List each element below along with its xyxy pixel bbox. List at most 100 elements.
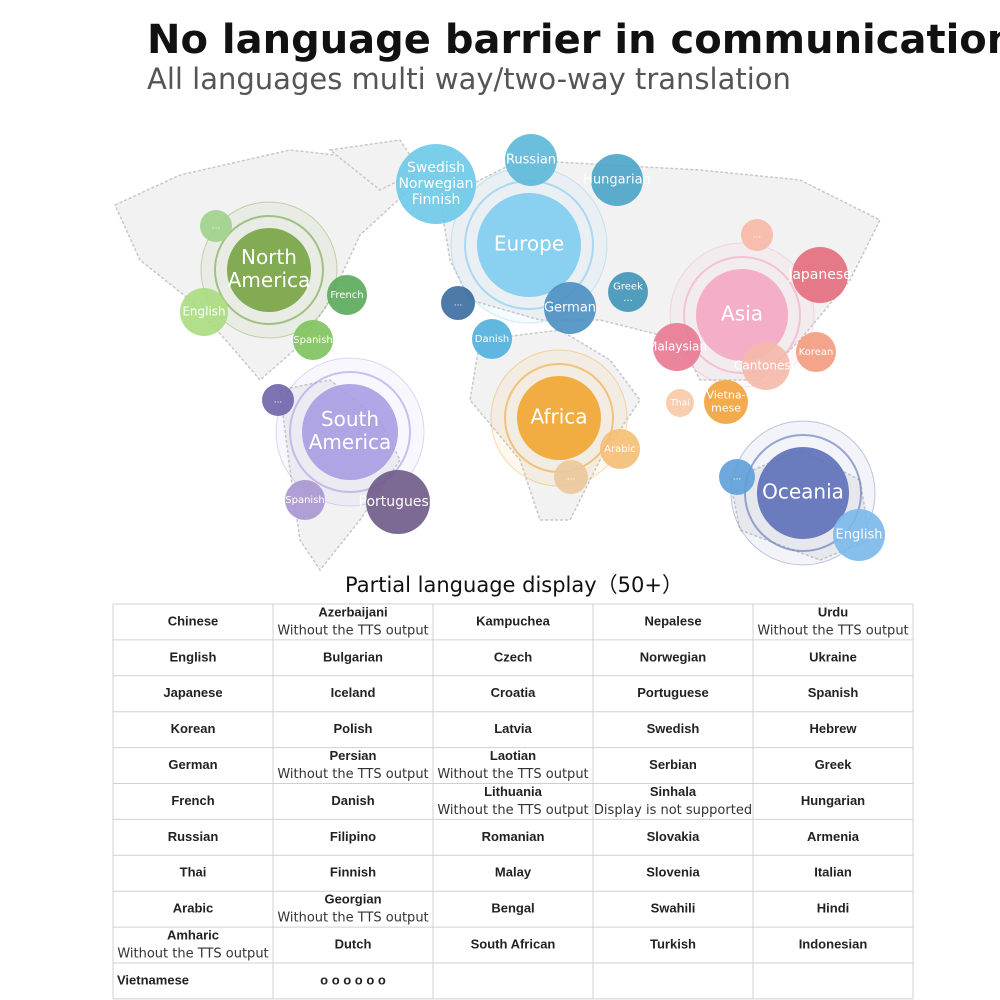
language-name: Sinhala [650,784,697,799]
language-bubble: Portuguese [359,470,438,534]
language-name: South African [471,936,556,951]
language-name: Italian [814,865,852,880]
bubble-label: Korean [799,347,834,358]
language-name: Croatia [491,685,537,700]
language-name: Nepalese [644,613,701,628]
bubble [719,459,755,495]
bubble [285,480,325,520]
language-name: Vietnamese [117,972,189,987]
language-name: Persian [330,748,377,763]
language-name: Greek [815,757,853,772]
language-bubble: English [180,288,228,336]
bubble-label: Portuguese [359,494,438,510]
language-bubble: Danish [472,319,512,359]
bubble [396,144,476,224]
bubble-label: Russian [506,153,556,168]
bubble [600,429,640,469]
bubble-label: South [321,407,379,431]
language-name: Latvia [494,721,532,736]
bubble-ring [289,371,411,493]
language-name: Thai [180,865,207,880]
language-name: Korean [171,721,216,736]
language-name: Bulgarian [323,649,383,664]
bubble-label: Europe [494,232,564,256]
bubble-label: Oceania [762,480,844,504]
bubble-label: German [544,301,596,316]
language-name: Laotian [490,748,536,763]
language-name: Amharic [167,927,219,942]
bubble [327,275,367,315]
language-name: Azerbaijani [318,604,387,619]
bubble-label: Malaysian [647,340,707,354]
bubble-label: America [309,430,392,454]
language-note: Without the TTS output [117,947,268,962]
bubble [441,286,475,320]
language-name: German [168,757,217,772]
bubble [227,228,311,312]
bubble-label: ... [212,222,221,232]
language-name: Slovenia [646,865,700,880]
language-bubble: ... [719,459,755,495]
language-name: Japanese [163,685,222,700]
language-note: Without the TTS output [437,767,588,782]
language-bubble: ... [554,460,588,494]
bubble-label: ... [733,473,742,483]
bubble [544,282,596,334]
language-name: English [170,649,217,664]
bubble [792,247,848,303]
language-bubble: Vietna-mese [704,380,748,424]
language-name: Danish [331,793,374,808]
bubble-label: Vietna- [706,389,745,402]
language-name: Hindi [817,901,850,916]
language-bubble: Greek... [608,272,648,312]
language-name: Romanian [482,829,545,844]
language-name: Hungarian [801,793,865,808]
bubble-label: French [330,290,363,301]
language-bubble: ... [262,384,294,416]
bubble [796,332,836,372]
language-name: Dutch [335,936,372,951]
bubble [517,376,601,460]
bubble-label: English [182,305,225,319]
language-name: Hebrew [810,721,858,736]
language-bubble: Cantonese [734,342,798,390]
language-name: Ukraine [809,649,857,664]
language-name: Armenia [807,829,860,844]
bubble [302,384,398,480]
language-bubble: German [544,282,596,334]
bubble [653,323,701,371]
language-bubble: ... [741,219,773,251]
bubble [180,288,228,336]
bubble [704,380,748,424]
language-name: o o o o o o [320,972,386,987]
title: No language barrier in communication [147,17,1000,63]
bubble [554,460,588,494]
bubble-label: Thai [669,399,689,409]
bubble [366,470,430,534]
bubble [741,219,773,251]
language-bubble: French [327,275,367,315]
bubble [757,447,849,539]
language-note: Without the TTS output [437,803,588,818]
language-bubble: Malaysian [647,323,707,371]
language-name: Iceland [331,685,376,700]
bubble [608,272,648,312]
language-name: Slovakia [647,829,701,844]
language-name: French [171,793,214,808]
language-name: Turkish [650,936,696,951]
bubble [505,134,557,186]
bubble [696,269,788,361]
language-bubble: Thai [666,389,694,417]
table-caption: Partial language display（50+） [345,573,683,597]
language-name: Bengal [491,901,534,916]
language-name: Swedish [647,721,700,736]
language-name: Spanish [808,685,859,700]
bubble-label: Hungarian [583,173,651,188]
language-bubble: Spanish [293,320,333,360]
language-bubble: Spanish [285,480,325,520]
language-name: Norwegian [640,649,707,664]
bubble [472,319,512,359]
